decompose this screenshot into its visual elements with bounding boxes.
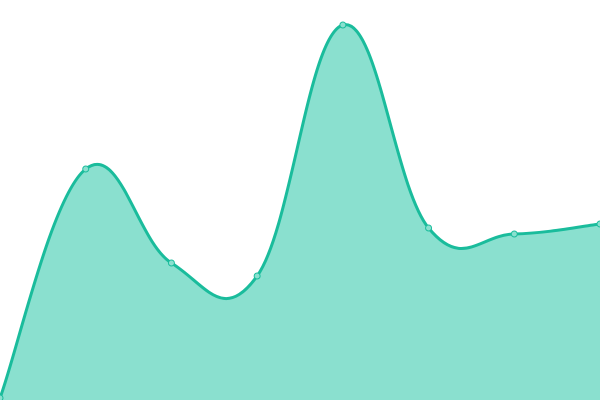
data-point-5 [425, 224, 433, 232]
area-fill [0, 24, 600, 400]
data-point-1 [82, 165, 90, 173]
data-point-3 [253, 272, 261, 280]
data-point-4 [339, 21, 347, 29]
data-point-2 [167, 259, 175, 267]
data-point-6 [510, 230, 518, 238]
data-markers [0, 21, 600, 400]
data-point-0 [0, 394, 4, 400]
data-point-7 [596, 220, 600, 228]
